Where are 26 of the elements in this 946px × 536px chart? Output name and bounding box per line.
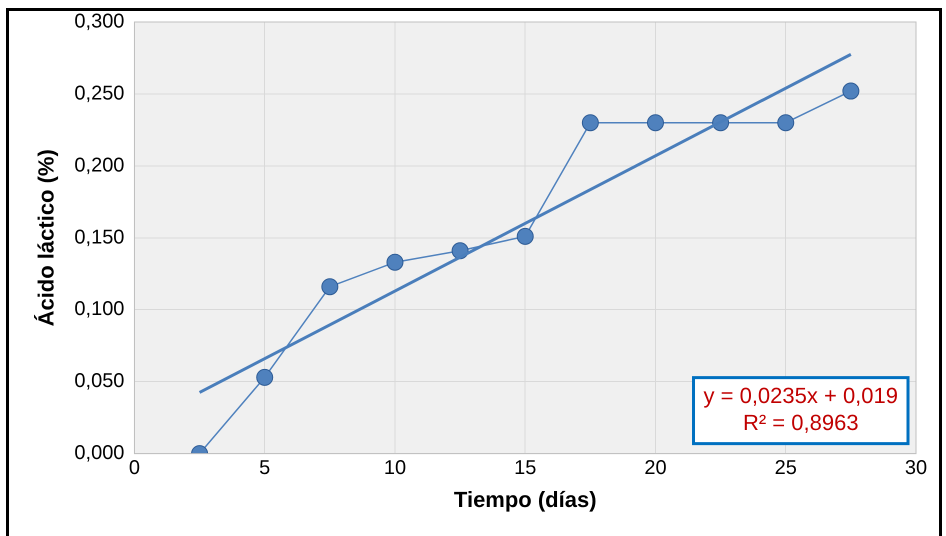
point: [646, 114, 664, 132]
y-tick-label: 0,000: [74, 442, 124, 464]
y-axis-title: Ácido láctico (%): [33, 149, 58, 326]
x-tick-label: 0: [128, 457, 140, 480]
point: [386, 254, 404, 271]
y-tick-label: 0,300: [74, 10, 124, 33]
y-tick-label: 0,100: [74, 298, 124, 320]
point: [777, 114, 794, 132]
x-tick-label: 5: [259, 457, 270, 480]
y-tick-label: 0,200: [74, 154, 124, 176]
annotation: y = 0,0235x + 0,019: [704, 383, 898, 408]
x-tick-label: 25: [774, 457, 797, 480]
x-tick-label: 30: [904, 457, 928, 480]
x-tick-label: 10: [384, 457, 406, 480]
point: [582, 114, 599, 132]
point: [516, 228, 534, 245]
point: [256, 368, 274, 386]
point: [321, 278, 338, 296]
y-tick-label: 0,250: [74, 82, 124, 104]
x-axis-title: Tiempo (días): [454, 486, 597, 512]
y-tick-label: 0,150: [74, 226, 124, 248]
x-tick-label: 15: [514, 457, 536, 480]
x-tick-label: 20: [644, 457, 667, 480]
y-tick-label: 0,050: [74, 370, 124, 392]
point: [842, 82, 860, 100]
annotation: R² = 0,8963: [742, 410, 859, 436]
